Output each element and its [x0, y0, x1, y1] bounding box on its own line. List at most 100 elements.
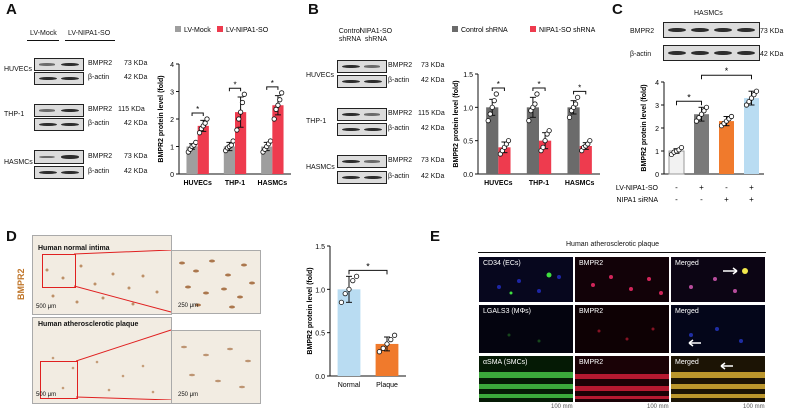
condition-value: + — [724, 195, 729, 204]
ihc-image-normal-high — [171, 250, 261, 314]
data-point — [376, 349, 383, 355]
y-tick-label: 1.0 — [463, 105, 473, 112]
fluor-image: CD34 (ECs) — [479, 257, 573, 302]
fluor-texture — [597, 327, 655, 341]
y-tick-label: 4 — [170, 62, 174, 69]
condition-value: + — [749, 183, 754, 192]
cell-label: HASMCs — [4, 159, 33, 166]
panel-label-d: D — [6, 228, 17, 245]
fluor-image: Merged — [671, 257, 765, 302]
data-point — [566, 114, 573, 120]
fluor-image: Merged — [671, 305, 765, 353]
data-point — [489, 104, 495, 110]
significance-bracket — [491, 87, 505, 91]
header-lv-nipa1-so: LV-NIPA1-SO — [68, 30, 111, 37]
western-blot — [337, 123, 387, 136]
significance-star: * — [497, 80, 500, 89]
data-point — [271, 116, 277, 122]
y-tick-label: 0.0 — [463, 172, 473, 179]
significance-bracket — [266, 86, 279, 90]
blot-protein: β-actin — [388, 77, 410, 84]
significance-bracket — [191, 112, 204, 116]
y-axis-title: BMPR2 protein level (fold) — [307, 267, 314, 354]
data-point — [743, 102, 750, 108]
cell-label: HUVECs — [4, 66, 33, 73]
significance-bracket — [701, 74, 752, 80]
y-tick-label: 2 — [170, 117, 174, 124]
header-underline — [65, 40, 115, 41]
figure-subtitle: Human atherosclerotic plaque — [566, 241, 659, 248]
data-point — [491, 98, 497, 104]
data-point — [703, 104, 710, 110]
blot-size: 73 KDa — [124, 153, 148, 160]
fluor-label: αSMA (SMCs) — [483, 359, 528, 366]
data-point — [505, 138, 512, 144]
ihc-texture — [45, 264, 159, 306]
fluor-texture — [689, 267, 748, 293]
title-underline — [478, 252, 766, 253]
x-tick-label: THP-1 — [225, 180, 245, 187]
data-point — [267, 138, 274, 144]
zoom-lines — [76, 329, 172, 400]
y-tick-label: 0.5 — [315, 331, 325, 338]
significance-star: * — [725, 66, 729, 76]
scale-bar-label: 250 μm — [178, 392, 199, 398]
fluor-image: αSMA (SMCs) — [479, 356, 573, 402]
data-point — [746, 98, 752, 105]
x-tick-label: HASMCs — [258, 180, 288, 187]
fluor-label: LGALS3 (MΦs) — [483, 308, 531, 315]
data-point — [346, 286, 352, 292]
western-blot — [337, 75, 387, 88]
y-tick-label: 1.0 — [315, 287, 325, 294]
fluor-label: BMPR2 — [579, 359, 604, 366]
header-nipa1-so-shrna: NIPA1-SO shRNA — [359, 28, 393, 43]
y-tick-label: 2 — [655, 126, 659, 133]
blot-protein: BMPR2 — [88, 106, 113, 113]
western-blot — [34, 58, 84, 71]
y-axis-title: BMPR2 protein level (fold) — [158, 75, 165, 162]
data-point — [546, 128, 552, 134]
fluor-image: Merged — [671, 356, 765, 402]
cell-label: HUVECs — [306, 72, 335, 79]
data-point — [350, 278, 356, 284]
condition-label: NIPA1 siRNA — [617, 197, 659, 204]
blot-size: 42 KDa — [421, 125, 445, 132]
fluor-image: LGALS3 (MΦs) — [479, 305, 573, 353]
fluor-texture — [671, 362, 765, 398]
legend-swatch — [175, 26, 181, 32]
legend-label: LV-Mock — [184, 27, 211, 34]
header-control-shrna: Control shRNA — [338, 28, 362, 43]
data-point — [380, 345, 386, 351]
data-point — [239, 99, 246, 106]
data-point — [392, 332, 398, 338]
data-point — [388, 337, 394, 343]
zoom-box — [40, 361, 78, 399]
panel-label-e: E — [430, 228, 441, 245]
blot-size: 42 KDa — [421, 173, 445, 180]
x-tick-label: THP-1 — [529, 180, 549, 187]
data-point — [202, 120, 208, 126]
bar — [261, 146, 273, 174]
fluor-image: BMPR2 — [575, 257, 669, 302]
significance-bracket — [573, 90, 587, 95]
fluor-texture — [507, 333, 541, 343]
blot-size: 73 KDa — [124, 60, 148, 67]
western-blot — [337, 155, 387, 168]
data-point — [587, 138, 593, 144]
blot-protein: BMPR2 — [388, 62, 413, 69]
bar — [337, 289, 361, 376]
blot-protein: BMPR2 — [630, 28, 655, 35]
fluor-texture — [688, 327, 743, 347]
panel-label-c: C — [612, 1, 623, 18]
data-point — [230, 138, 236, 144]
legend-swatch — [452, 26, 458, 32]
header-lv-mock: LV-Mock — [30, 30, 57, 37]
scale-bar-label: 500 μm — [36, 304, 57, 310]
blot-size: 42 KDa — [124, 168, 148, 175]
data-point — [748, 95, 755, 101]
scale-bar-label: 500 μm — [36, 392, 57, 398]
y-axis-title: BMPR2 protein level (fold) — [641, 84, 648, 171]
condition-value: + — [749, 195, 754, 204]
data-point — [273, 106, 279, 112]
blot-protein: β-actin — [388, 125, 410, 132]
